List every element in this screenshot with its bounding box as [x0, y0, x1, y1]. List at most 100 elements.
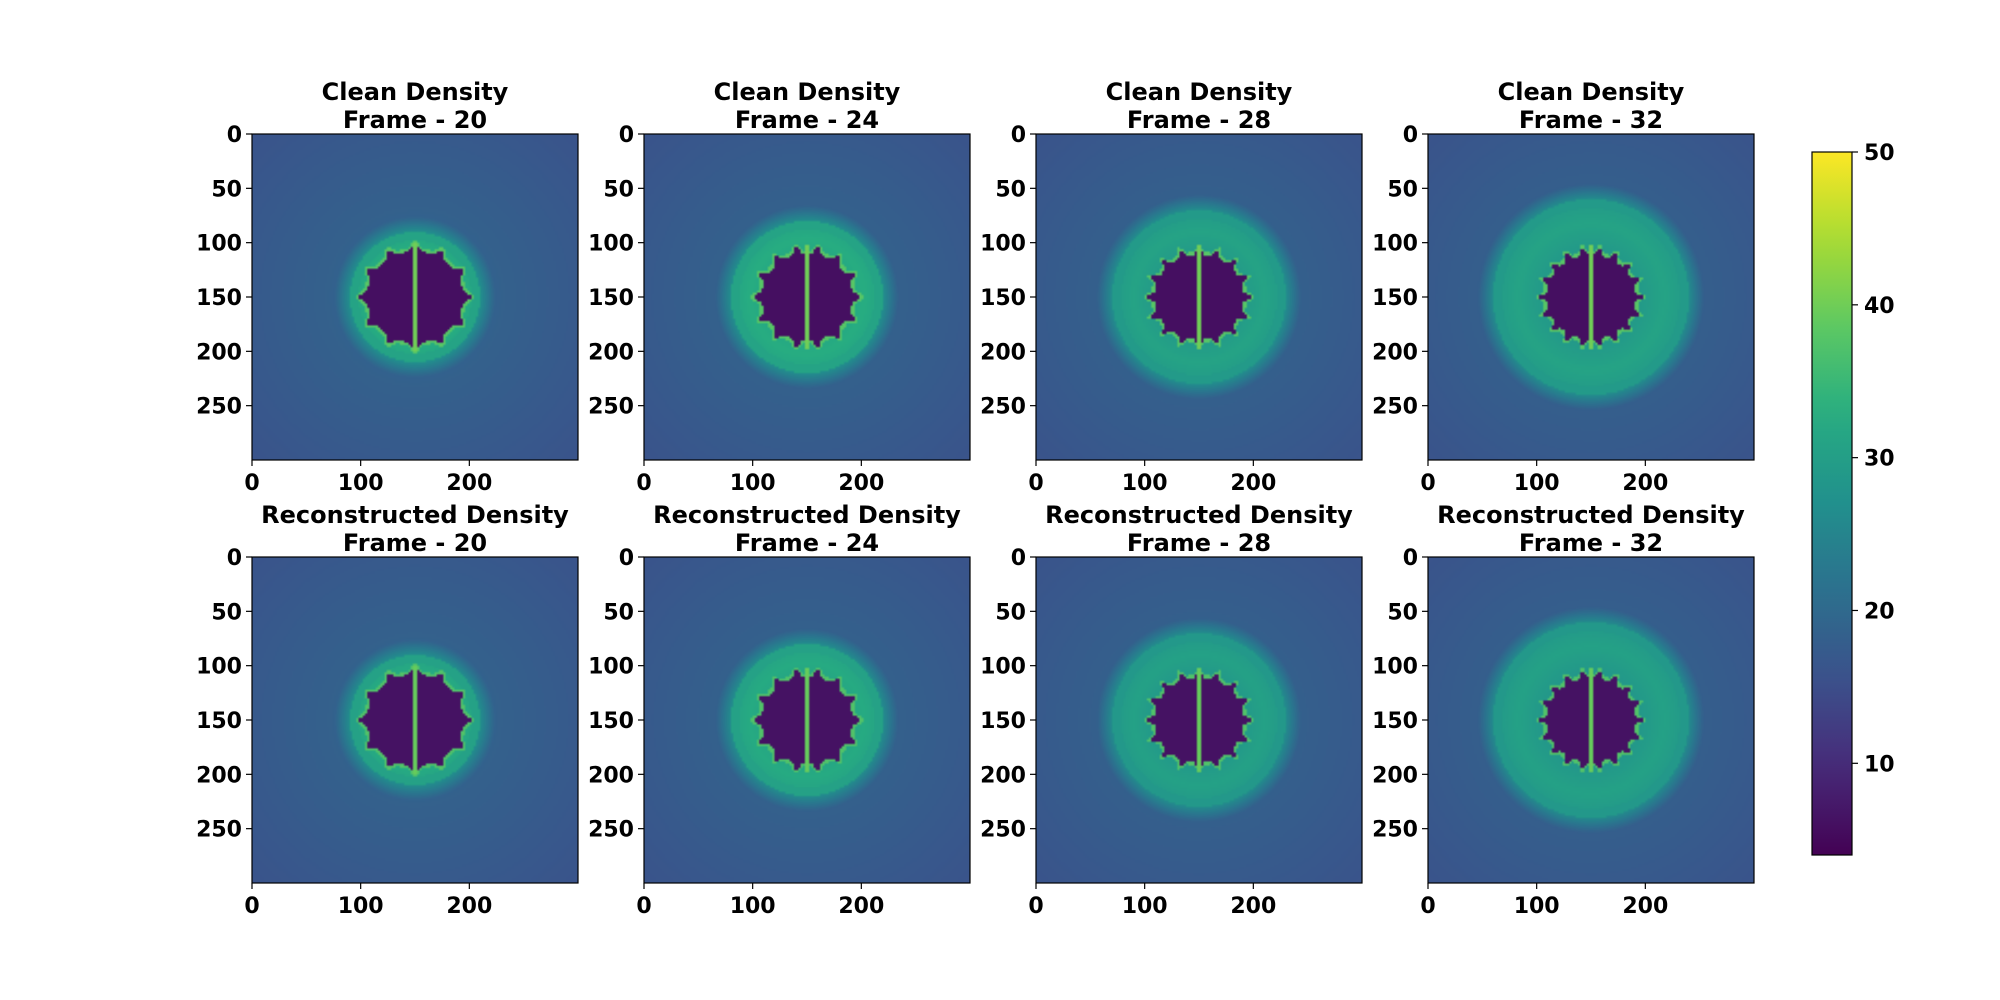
y-tick-label: 50 — [995, 600, 1026, 625]
x-tick-label: 100 — [338, 471, 384, 496]
x-tick-label: 100 — [1514, 471, 1560, 496]
y-tick-label: 150 — [196, 286, 242, 311]
y-tick-label: 250 — [1372, 818, 1418, 843]
panel-title-line1: Clean Density — [322, 78, 509, 106]
y-tick-label: 100 — [980, 655, 1026, 680]
y-tick-label: 250 — [588, 395, 634, 420]
y-tick-label: 150 — [1372, 286, 1418, 311]
y-tick-label: 50 — [603, 600, 634, 625]
y-tick-label: 250 — [196, 395, 242, 420]
density-heatmap — [1428, 557, 1754, 883]
panel-title-line1: Clean Density — [1106, 78, 1293, 106]
y-tick-label: 0 — [1011, 546, 1026, 571]
y-tick-label: 200 — [980, 763, 1026, 788]
density-heatmap — [644, 557, 970, 883]
y-tick-label: 200 — [588, 340, 634, 365]
x-tick-label: 100 — [1122, 471, 1168, 496]
panel-title-line1: Reconstructed Density — [261, 501, 569, 529]
y-tick-label: 200 — [588, 763, 634, 788]
panel-title-line1: Clean Density — [1498, 78, 1685, 106]
y-tick-label: 0 — [1403, 546, 1418, 571]
y-tick-label: 150 — [1372, 709, 1418, 734]
panel-title-line2: Frame - 20 — [343, 529, 487, 557]
y-tick-label: 200 — [196, 340, 242, 365]
x-tick-label: 100 — [338, 894, 384, 919]
colorbar-tick-label: 50 — [1864, 141, 1895, 166]
x-tick-label: 100 — [730, 894, 776, 919]
x-tick-label: 200 — [838, 471, 884, 496]
panel-title-line1: Reconstructed Density — [653, 501, 961, 529]
y-tick-label: 0 — [1011, 123, 1026, 148]
y-tick-label: 200 — [196, 763, 242, 788]
y-tick-label: 250 — [196, 818, 242, 843]
colorbar-tick-label: 20 — [1864, 599, 1895, 624]
x-tick-label: 100 — [1122, 894, 1168, 919]
panel-title-line2: Frame - 20 — [343, 106, 487, 134]
y-tick-label: 250 — [980, 818, 1026, 843]
panel-title-line2: Frame - 28 — [1127, 106, 1271, 134]
y-tick-label: 150 — [588, 709, 634, 734]
panel-title-line1: Clean Density — [714, 78, 901, 106]
panel-title-line1: Reconstructed Density — [1045, 501, 1353, 529]
x-tick-label: 200 — [446, 894, 492, 919]
y-tick-label: 0 — [619, 546, 634, 571]
x-tick-label: 0 — [1420, 471, 1435, 496]
y-tick-label: 200 — [980, 340, 1026, 365]
y-tick-label: 100 — [980, 232, 1026, 257]
panel-title-line2: Frame - 32 — [1519, 106, 1663, 134]
y-tick-label: 0 — [1403, 123, 1418, 148]
x-tick-label: 200 — [1230, 471, 1276, 496]
x-tick-label: 200 — [1622, 471, 1668, 496]
x-tick-label: 200 — [446, 471, 492, 496]
x-tick-label: 200 — [1230, 894, 1276, 919]
x-tick-label: 0 — [636, 894, 651, 919]
y-tick-label: 100 — [196, 655, 242, 680]
density-heatmap — [1036, 557, 1362, 883]
y-tick-label: 150 — [196, 709, 242, 734]
panel-title-line2: Frame - 28 — [1127, 529, 1271, 557]
panel-title-line2: Frame - 24 — [735, 529, 879, 557]
x-tick-label: 0 — [1420, 894, 1435, 919]
x-tick-label: 0 — [1028, 471, 1043, 496]
colorbar-tick-label: 30 — [1864, 447, 1895, 472]
y-tick-label: 150 — [588, 286, 634, 311]
y-tick-label: 50 — [1387, 177, 1418, 202]
colorbar-tick-label: 10 — [1864, 752, 1895, 777]
density-heatmap — [252, 557, 578, 883]
density-heatmap — [252, 134, 578, 460]
y-tick-label: 250 — [588, 818, 634, 843]
x-tick-label: 0 — [636, 471, 651, 496]
y-tick-label: 250 — [980, 395, 1026, 420]
colorbar: 10 20 30 40 50 — [1811, 141, 1895, 856]
y-tick-label: 200 — [1372, 340, 1418, 365]
y-tick-label: 50 — [1387, 600, 1418, 625]
y-tick-label: 100 — [196, 232, 242, 257]
panel-title-line1: Reconstructed Density — [1437, 501, 1745, 529]
density-heatmap — [644, 134, 970, 460]
colorbar-gradient — [1811, 151, 1853, 856]
x-tick-label: 200 — [838, 894, 884, 919]
x-tick-label: 100 — [730, 471, 776, 496]
y-tick-label: 250 — [1372, 395, 1418, 420]
panel-title-line2: Frame - 32 — [1519, 529, 1663, 557]
y-tick-label: 50 — [211, 600, 242, 625]
density-heatmap — [1036, 134, 1362, 460]
y-tick-label: 100 — [1372, 655, 1418, 680]
y-tick-label: 0 — [227, 546, 242, 571]
y-tick-label: 100 — [588, 232, 634, 257]
colorbar-tick-label: 40 — [1864, 294, 1895, 319]
x-tick-label: 0 — [244, 894, 259, 919]
y-tick-label: 200 — [1372, 763, 1418, 788]
x-tick-label: 0 — [244, 471, 259, 496]
x-tick-label: 200 — [1622, 894, 1668, 919]
x-tick-label: 100 — [1514, 894, 1560, 919]
